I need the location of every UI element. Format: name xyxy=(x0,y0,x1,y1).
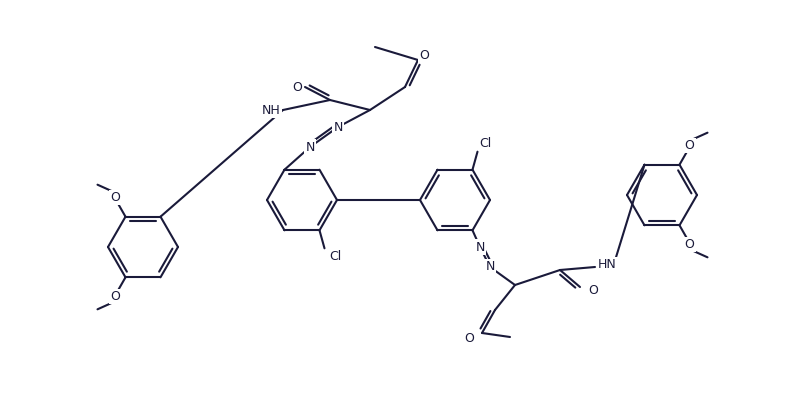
Text: O: O xyxy=(111,290,120,303)
Text: O: O xyxy=(587,284,597,297)
Text: O: O xyxy=(464,331,473,344)
Text: O: O xyxy=(684,139,694,152)
Text: N: N xyxy=(333,120,342,134)
Text: O: O xyxy=(419,49,428,62)
Text: O: O xyxy=(684,238,694,251)
Text: Cl: Cl xyxy=(329,250,342,263)
Text: N: N xyxy=(475,241,484,254)
Text: O: O xyxy=(111,191,120,204)
Text: HN: HN xyxy=(597,258,616,271)
Text: Cl: Cl xyxy=(479,137,491,150)
Text: N: N xyxy=(484,260,494,273)
Text: O: O xyxy=(292,81,302,94)
Text: NH: NH xyxy=(262,103,281,117)
Text: N: N xyxy=(305,141,314,154)
